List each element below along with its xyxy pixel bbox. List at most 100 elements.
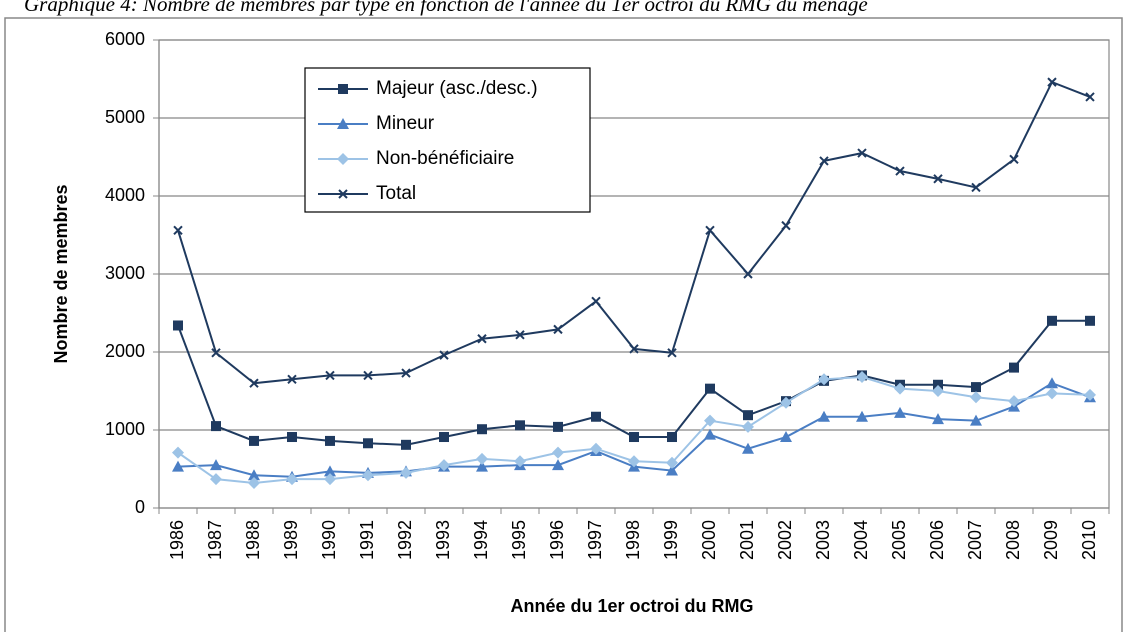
- x-tick-label: 2010: [1079, 520, 1099, 560]
- marker: [324, 473, 336, 486]
- x-tick-label: 1992: [395, 520, 415, 560]
- x-tick-label: 2007: [965, 520, 985, 560]
- marker: [895, 166, 905, 176]
- marker: [338, 189, 348, 199]
- marker: [248, 477, 260, 490]
- x-tick-label: 1990: [319, 520, 339, 560]
- x-tick-label: 1987: [205, 520, 225, 560]
- marker: [553, 324, 563, 335]
- marker: [476, 460, 488, 472]
- marker: [363, 370, 373, 381]
- marker: [970, 391, 982, 404]
- marker: [1046, 387, 1058, 400]
- marker: [1046, 377, 1058, 389]
- x-tick-label: 1995: [509, 520, 529, 560]
- marker: [933, 379, 943, 390]
- marker: [249, 378, 259, 388]
- legend-label: Total: [376, 183, 416, 204]
- x-tick-label: 1999: [661, 520, 681, 560]
- marker: [363, 438, 373, 449]
- marker: [818, 373, 830, 386]
- marker: [172, 460, 184, 472]
- marker: [552, 446, 564, 459]
- marker: [1085, 315, 1095, 326]
- x-tick-label: 1996: [547, 520, 567, 560]
- marker: [1085, 92, 1095, 102]
- marker: [932, 413, 944, 425]
- marker: [1084, 388, 1096, 401]
- marker: [553, 421, 563, 432]
- marker: [1009, 154, 1019, 165]
- y-tick-label: 4000: [105, 185, 145, 205]
- marker: [894, 382, 906, 395]
- marker: [337, 118, 349, 129]
- marker: [287, 432, 297, 443]
- marker: [401, 439, 411, 450]
- x-tick-label: 1993: [433, 520, 453, 560]
- marker: [666, 456, 678, 469]
- marker: [704, 414, 716, 427]
- marker: [590, 442, 602, 455]
- marker: [1047, 315, 1057, 326]
- marker: [514, 455, 526, 468]
- marker: [932, 385, 944, 397]
- marker: [515, 420, 525, 431]
- marker: [705, 383, 715, 394]
- marker: [1047, 77, 1057, 87]
- x-tick-label: 2008: [1003, 520, 1023, 560]
- x-tick-label: 2006: [927, 520, 947, 560]
- marker: [324, 465, 336, 477]
- marker: [1009, 362, 1019, 373]
- marker: [780, 396, 792, 409]
- x-tick-label: 2002: [775, 520, 795, 560]
- legend-box: [304, 67, 591, 213]
- marker: [173, 225, 183, 236]
- marker: [439, 432, 449, 443]
- marker: [476, 452, 488, 465]
- marker: [971, 182, 981, 193]
- marker: [591, 411, 601, 422]
- x-tick-label: 1994: [471, 520, 491, 560]
- marker: [819, 156, 829, 166]
- marker: [628, 455, 640, 468]
- marker: [172, 446, 184, 459]
- marker: [477, 334, 487, 344]
- marker: [210, 459, 222, 471]
- marker: [629, 432, 639, 443]
- y-tick-label: 5000: [105, 107, 145, 127]
- marker: [933, 174, 943, 184]
- legend-label: Majeur (asc./desc.): [376, 78, 538, 99]
- marker: [439, 350, 449, 360]
- marker: [970, 414, 982, 426]
- x-tick-label: 1991: [357, 520, 377, 560]
- marker: [286, 473, 298, 486]
- x-tick-label: 2009: [1041, 520, 1061, 560]
- x-tick-label: 2000: [699, 520, 719, 560]
- y-tick-label: 6000: [105, 29, 145, 49]
- marker: [401, 368, 411, 378]
- marker: [591, 296, 601, 307]
- marker: [249, 435, 259, 446]
- marker: [742, 442, 754, 454]
- x-tick-label: 1988: [243, 520, 263, 560]
- marker: [781, 220, 791, 231]
- marker: [704, 428, 716, 440]
- legend-label: Non-bénéficiaire: [376, 148, 514, 169]
- marker: [325, 370, 335, 381]
- marker: [667, 432, 677, 443]
- x-tick-label: 1998: [623, 520, 643, 560]
- marker: [857, 148, 867, 158]
- marker: [477, 424, 487, 435]
- x-tick-label: 2004: [851, 520, 871, 560]
- marker: [552, 459, 564, 471]
- x-axis-title: Année du 1er octroi du RMG: [510, 596, 753, 616]
- marker: [338, 84, 348, 94]
- marker: [894, 406, 906, 418]
- y-tick-label: 1000: [105, 419, 145, 439]
- marker: [173, 320, 183, 331]
- marker: [667, 348, 677, 358]
- marker: [856, 410, 868, 422]
- marker: [362, 469, 374, 482]
- x-tick-label: 2005: [889, 520, 909, 560]
